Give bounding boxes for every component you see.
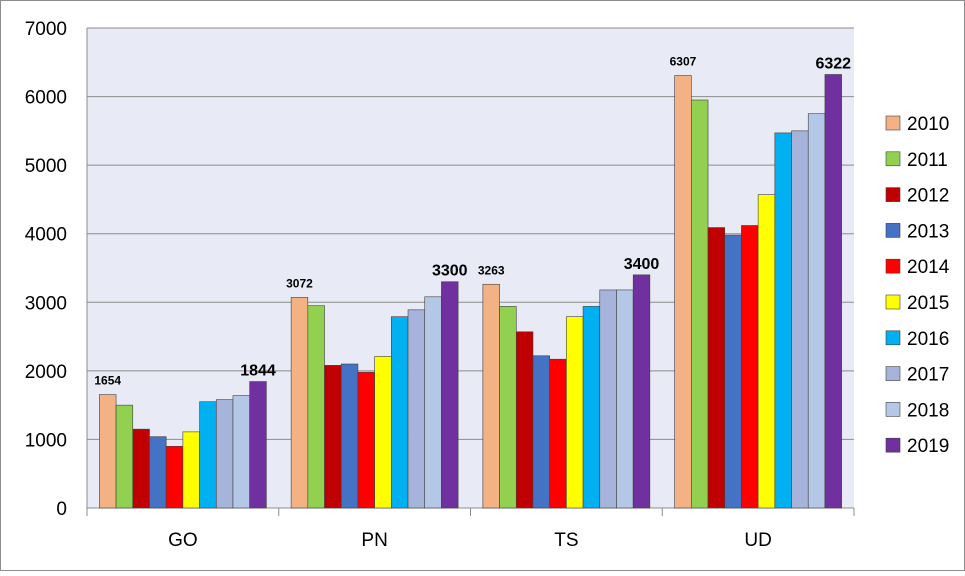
bar xyxy=(824,74,842,509)
bar xyxy=(132,428,150,509)
legend-label: 2018 xyxy=(907,400,949,421)
legend-swatch xyxy=(885,151,901,167)
x-category-label: GO xyxy=(168,530,198,551)
bar xyxy=(115,404,134,509)
bar xyxy=(757,194,776,509)
bar xyxy=(391,316,409,509)
data-label: 6307 xyxy=(670,55,697,69)
axes: 0 1000 2000 3000 4000 5000 6000 7000 GO PN TS UD xyxy=(25,19,855,551)
bar xyxy=(582,306,601,509)
bar xyxy=(199,401,217,509)
bar xyxy=(549,358,567,509)
bar xyxy=(499,306,517,509)
bar xyxy=(441,281,459,509)
bar xyxy=(249,381,267,509)
legend-label: 2016 xyxy=(907,329,949,350)
legend-swatch xyxy=(885,330,901,346)
bar xyxy=(407,309,426,509)
bar xyxy=(149,436,167,509)
bar xyxy=(632,274,651,509)
bar xyxy=(616,289,634,509)
y-tick-label: 0 xyxy=(56,499,67,520)
bar xyxy=(774,132,792,509)
bar xyxy=(482,283,500,509)
bar xyxy=(707,227,726,509)
legend-label: 2014 xyxy=(907,257,950,278)
y-tick-label: 4000 xyxy=(25,225,67,246)
legend-swatch xyxy=(885,115,901,131)
bar xyxy=(290,297,309,509)
bars xyxy=(99,74,842,509)
data-label: 6322 xyxy=(815,55,851,72)
legend-swatch xyxy=(885,294,901,310)
bar xyxy=(182,431,200,509)
bar xyxy=(532,355,550,509)
data-label: 3400 xyxy=(624,256,660,273)
bar xyxy=(324,365,342,509)
legend-swatch xyxy=(885,223,901,238)
legend: 2010 2011 2012 2013 2014 2015 2016 2017 2018 2019 xyxy=(885,114,950,457)
bar xyxy=(424,296,442,509)
bar xyxy=(99,394,117,509)
bar xyxy=(307,305,325,509)
y-tick-label: 7000 xyxy=(25,19,67,40)
x-category-label: UD xyxy=(744,530,771,551)
bar xyxy=(807,113,826,509)
bar xyxy=(165,445,184,509)
legend-swatch xyxy=(885,187,901,202)
legend-swatch xyxy=(885,258,901,274)
legend-swatch xyxy=(885,366,901,381)
data-label: 1654 xyxy=(94,374,121,388)
bar xyxy=(741,225,759,509)
legend-label: 2011 xyxy=(907,150,948,171)
legend-swatch xyxy=(885,402,901,417)
legend-label: 2013 xyxy=(907,221,949,242)
y-tick-label: 1000 xyxy=(25,430,67,451)
y-tick-label: 3000 xyxy=(25,293,67,314)
y-tick-label: 2000 xyxy=(25,362,67,383)
bar xyxy=(232,395,250,509)
legend-swatch xyxy=(885,437,901,453)
data-labels: 1654 1844 3072 3300 3263 3400 6307 6322 xyxy=(94,55,851,388)
x-category-label: TS xyxy=(554,530,578,551)
bar xyxy=(674,75,692,509)
legend-label: 2010 xyxy=(907,114,949,135)
legend-label: 2012 xyxy=(907,186,949,207)
legend-label: 2017 xyxy=(907,365,949,386)
data-label: 1844 xyxy=(240,363,276,380)
y-tick-label: 5000 xyxy=(25,156,67,177)
data-label: 3300 xyxy=(432,263,468,280)
legend-label: 2015 xyxy=(907,293,949,314)
bar xyxy=(357,371,375,509)
bar xyxy=(515,331,534,509)
legend-label: 2019 xyxy=(907,436,949,457)
bar xyxy=(374,356,392,509)
bar xyxy=(215,399,234,509)
bar xyxy=(599,289,617,509)
bar xyxy=(791,130,809,509)
y-tick-label: 6000 xyxy=(25,88,67,109)
bar xyxy=(566,316,584,509)
data-label: 3072 xyxy=(286,276,313,290)
bar xyxy=(724,234,742,509)
x-category-label: PN xyxy=(361,530,387,551)
bar xyxy=(340,363,359,509)
bar xyxy=(691,99,709,509)
data-label: 3263 xyxy=(478,263,505,277)
